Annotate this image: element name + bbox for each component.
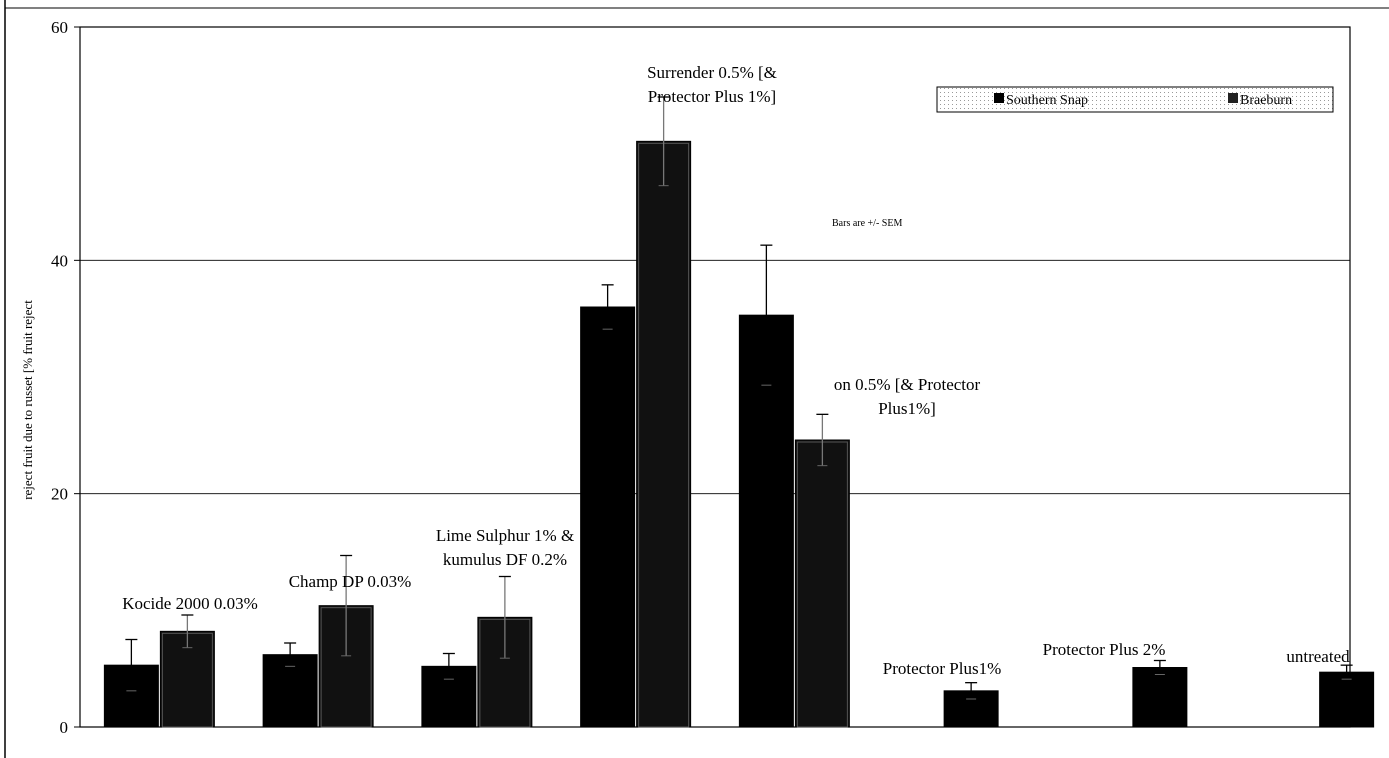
annotation-line: Lime Sulphur 1% &: [436, 526, 574, 545]
bar-southern-snap-7: [1319, 671, 1375, 728]
y-axis-label: reject fruit due to russet [% fruit reje…: [20, 300, 35, 500]
annotation-4: on 0.5% [& Protector Plus1%]: [834, 375, 981, 418]
error-bars: [125, 96, 1353, 700]
bar-southern-snap-3: [580, 306, 636, 728]
annotation-line: Protector Plus1%: [883, 659, 1002, 678]
bars: [103, 140, 1375, 728]
legend-swatch-southern-snap: [994, 93, 1004, 103]
annotation-7: untreated: [1286, 647, 1350, 666]
annotation-line: kumulus DF 0.2%: [443, 550, 567, 569]
y-tick-label: 20: [51, 485, 68, 504]
category-annotations: Kocide 2000 0.03% Champ DP 0.03% Lime Sulp…: [122, 63, 1350, 678]
annotation-line: Protector Plus 1%]: [648, 87, 776, 106]
y-tick-label: 60: [51, 18, 68, 37]
annotation-5: Protector Plus1%: [883, 659, 1002, 678]
annotation-6: Protector Plus 2%: [1043, 640, 1166, 659]
y-tick-label: 40: [51, 251, 68, 270]
annotation-line: Champ DP 0.03%: [289, 572, 412, 591]
annotation-1: Champ DP 0.03%: [289, 572, 412, 591]
legend-label-southern-snap: Southern Snap: [1006, 93, 1088, 108]
bar-southern-snap-6: [1132, 667, 1188, 728]
annotation-0: Kocide 2000 0.03%: [122, 594, 258, 613]
annotation-line: Kocide 2000 0.03%: [122, 594, 258, 613]
annotation-line: on 0.5% [& Protector: [834, 375, 981, 394]
y-tick-label: 0: [60, 718, 69, 737]
annotation-3: Surrender 0.5% [& Protector Plus 1%]: [647, 63, 777, 106]
annotation-line: Plus1%]: [878, 399, 936, 418]
legend-label-braeburn: Braeburn: [1240, 93, 1292, 108]
y-axis-ticks: 0 20 40 60: [51, 18, 80, 737]
sem-note: Bars are +/- SEM: [832, 218, 902, 229]
plot-area-frame: [79, 26, 1351, 728]
bar-braeburn-3: [636, 140, 692, 728]
annotation-line: Surrender 0.5% [&: [647, 63, 777, 82]
bar-braeburn-4: [794, 439, 850, 728]
legend: Southern Snap Braeburn: [936, 86, 1334, 113]
gridlines: [80, 259, 1350, 495]
annotation-line: untreated: [1286, 647, 1350, 666]
legend-swatch-braeburn: [1228, 93, 1238, 103]
annotation-2: Lime Sulphur 1% & kumulus DF 0.2%: [436, 526, 574, 569]
annotation-line: Protector Plus 2%: [1043, 640, 1166, 659]
